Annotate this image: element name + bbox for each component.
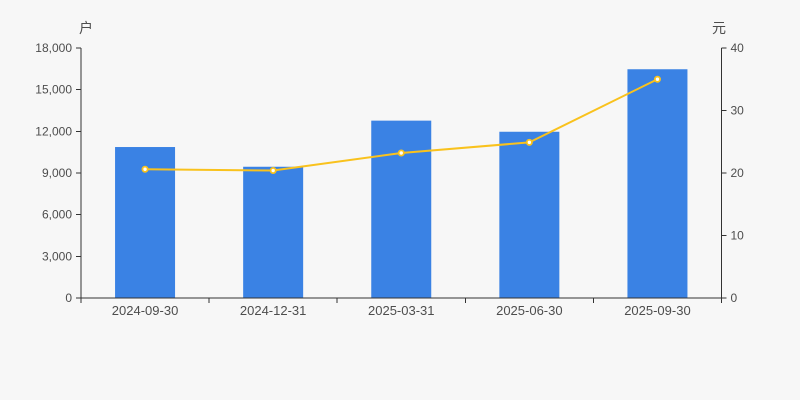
- line-marker: [269, 166, 277, 174]
- line-marker: [653, 75, 661, 83]
- line-marker: [141, 165, 149, 173]
- left-axis-tick-label: 12,000: [35, 124, 72, 138]
- left-axis-tick-label: 9,000: [42, 166, 72, 180]
- x-axis-label: 2024-12-31: [240, 303, 307, 318]
- line-marker: [525, 138, 533, 146]
- right-axis-tick-label: 0: [731, 291, 738, 305]
- left-axis-tick-label: 18,000: [35, 41, 72, 55]
- left-axis-tick-label: 6,000: [42, 208, 72, 222]
- bar: [499, 131, 560, 298]
- x-axis-label: 2025-03-31: [368, 303, 435, 318]
- bar: [243, 166, 304, 298]
- x-axis-label: 2025-09-30: [624, 303, 691, 318]
- x-axis-label: 2025-06-30: [496, 303, 563, 318]
- right-axis-tick-label: 40: [731, 41, 745, 55]
- x-axis-label: 2024-09-30: [112, 303, 179, 318]
- bar: [627, 69, 688, 298]
- right-axis-tick-label: 30: [731, 104, 745, 118]
- left-axis-tick-label: 3,000: [42, 249, 72, 263]
- left-axis-tick-label: 0: [65, 291, 72, 305]
- right-axis-tick-label: 10: [731, 229, 745, 243]
- right-axis-unit-label: 元: [712, 20, 726, 36]
- line-marker: [397, 149, 405, 157]
- left-axis-tick-label: 15,000: [35, 83, 72, 97]
- bar: [371, 120, 432, 298]
- left-axis-unit-label: 户: [79, 20, 93, 36]
- right-axis-tick-label: 20: [731, 166, 745, 180]
